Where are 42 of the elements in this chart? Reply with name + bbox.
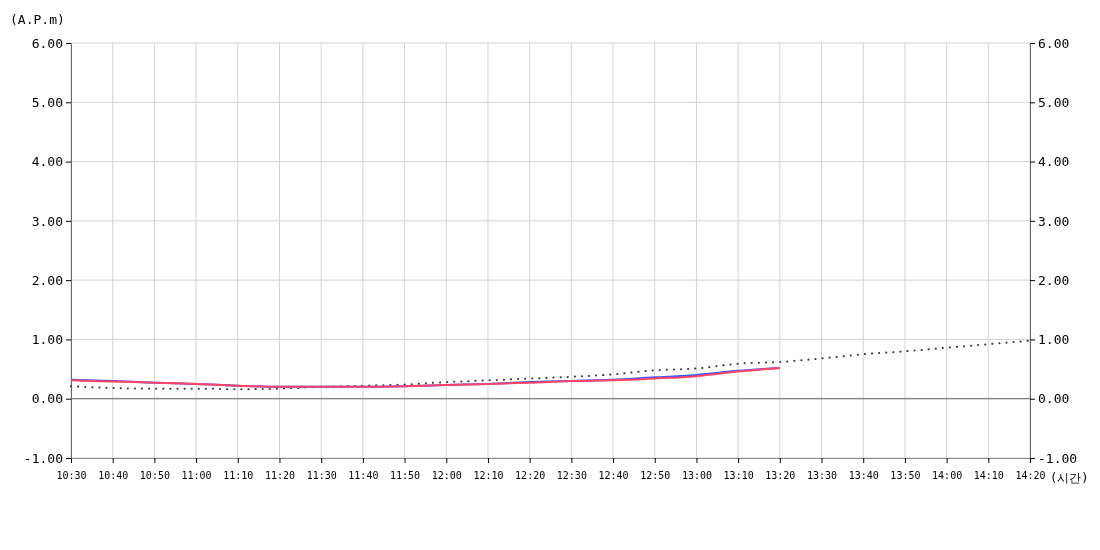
x-tick-label: 13:40 — [848, 470, 879, 481]
x-tick-label: 11:40 — [348, 470, 379, 481]
x-tick-label: 13:00 — [681, 470, 712, 481]
x-tick-label: 11:20 — [264, 470, 296, 481]
x-tick-label: 13:20 — [765, 470, 796, 481]
x-tick-label: 14:10 — [973, 470, 1004, 481]
x-tick-label: 12:40 — [598, 470, 629, 481]
x-tick-label: 12:30 — [556, 470, 587, 481]
y2-tick-label: -1.00 — [1038, 450, 1078, 466]
y2-tick-label: 1.00 — [1038, 332, 1070, 348]
x-axis-title: (시간) — [1050, 471, 1089, 485]
y-tick-label: -1.00 — [23, 450, 63, 466]
y-tick-label: 4.00 — [31, 154, 63, 170]
x-tick-label: 12:50 — [640, 470, 671, 481]
y2-tick-label: 4.00 — [1038, 154, 1070, 170]
y-axis-title: (A.P.m) — [10, 12, 65, 27]
x-tick-label: 11:10 — [223, 470, 254, 481]
x-tick-label: 12:00 — [431, 470, 462, 481]
y2-tick-label: 0.00 — [1038, 391, 1070, 407]
y2-tick-label: 3.00 — [1038, 213, 1070, 229]
x-tick-label: 12:10 — [473, 470, 504, 481]
x-tick-label: 11:30 — [306, 470, 337, 481]
y-tick-label: 1.00 — [31, 332, 63, 348]
y2-tick-label: 2.00 — [1038, 272, 1070, 288]
y-tick-label: 5.00 — [31, 94, 63, 110]
y2-tick-label: 6.00 — [1038, 35, 1070, 51]
x-tick-label: 10:40 — [98, 470, 129, 481]
x-tick-label: 11:00 — [181, 470, 212, 481]
x-tick-label: 14:00 — [932, 470, 963, 481]
y2-tick-label: 5.00 — [1038, 94, 1070, 110]
x-tick-label: 13:10 — [723, 470, 754, 481]
y-tick-label: 2.00 — [31, 272, 63, 288]
x-tick-label: 11:50 — [390, 470, 421, 481]
y-tick-label: 3.00 — [31, 213, 63, 229]
x-tick-label: 12:20 — [515, 470, 546, 481]
y-tick-label: 6.00 — [31, 35, 63, 51]
x-tick-label: 10:50 — [139, 470, 170, 481]
x-tick-label: 13:50 — [890, 470, 921, 481]
x-tick-label: 14:20 — [1015, 470, 1046, 481]
x-tick-label: 13:30 — [806, 470, 838, 481]
y-tick-label: 0.00 — [31, 391, 63, 407]
x-tick-label: 10:30 — [56, 470, 87, 481]
